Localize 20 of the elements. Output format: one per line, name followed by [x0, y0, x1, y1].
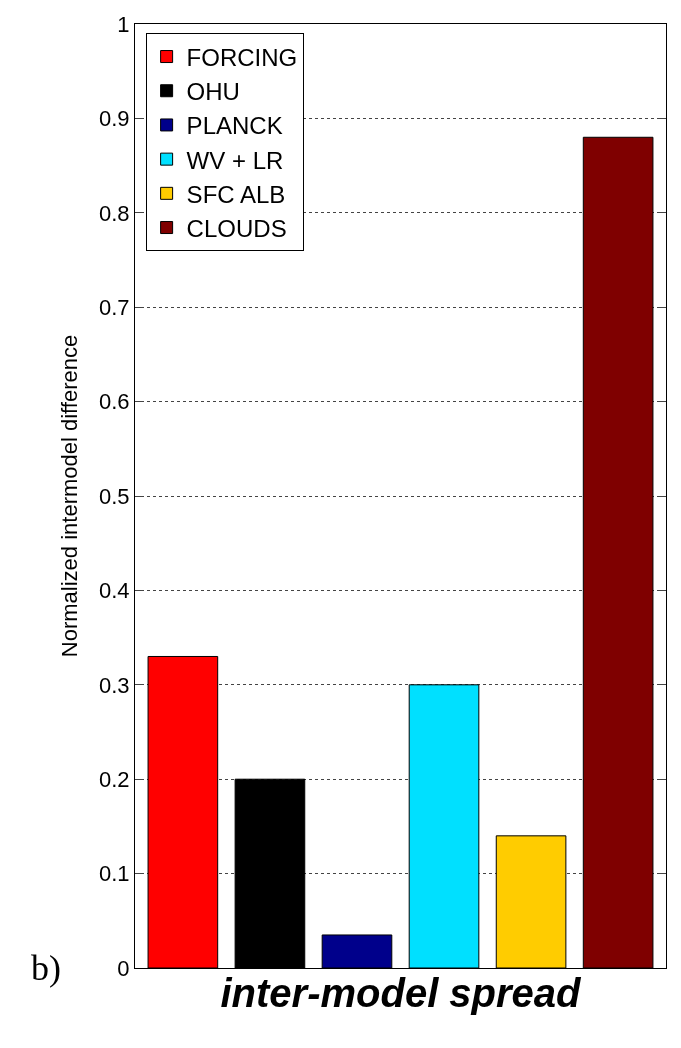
x-axis-title: inter-model spread [220, 970, 583, 1015]
y-tick-label: 0.8 [99, 200, 130, 226]
legend-label: OHU [186, 78, 240, 106]
y-tick-label: 0.1 [99, 861, 130, 887]
y-tick-label: 0 [117, 955, 130, 981]
y-tick-label: 0.6 [99, 389, 130, 415]
y-tick-label: 0.9 [99, 106, 130, 132]
y-tick-label: 0.7 [99, 294, 130, 320]
y-tick-label: 1 [117, 11, 130, 37]
legend-label: PLANCK [186, 112, 283, 140]
y-tick-label: 0.3 [99, 672, 130, 698]
legend-label: SFC ALB [186, 180, 286, 208]
legend-label: WV + LR [186, 146, 284, 174]
y-tick-label: 0.5 [99, 483, 130, 509]
y-tick-label: 0.2 [99, 766, 130, 792]
legend-label: FORCING [186, 43, 298, 71]
text: b) [31, 948, 61, 988]
legend-label: CLOUDS [186, 214, 287, 242]
y-axis-title: Normalized intermodel difference [56, 334, 82, 658]
y-tick-label: 0.4 [99, 578, 130, 604]
